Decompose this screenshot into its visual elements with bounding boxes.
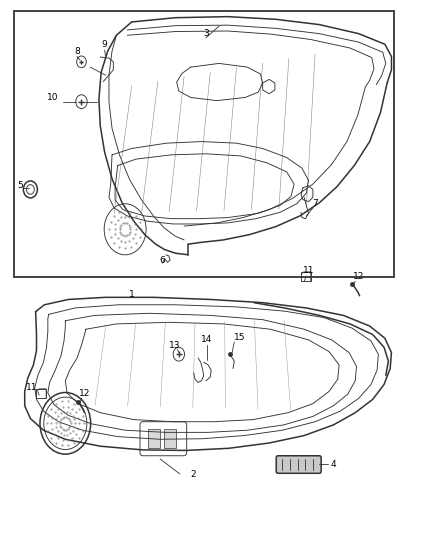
Text: 1: 1	[129, 290, 134, 299]
Text: 10: 10	[46, 93, 58, 102]
Bar	[148, 429, 160, 448]
Text: 12: 12	[79, 389, 90, 398]
Bar	[36, 389, 46, 398]
Text: 6: 6	[159, 256, 165, 265]
Text: 2: 2	[190, 471, 196, 479]
Text: 8: 8	[74, 47, 80, 55]
Text: 14: 14	[201, 335, 212, 344]
Text: 15: 15	[234, 333, 246, 342]
Text: 13: 13	[169, 341, 180, 350]
Bar	[14, 11, 394, 277]
Bar	[301, 272, 311, 281]
Text: 3: 3	[203, 29, 209, 38]
Text: 7: 7	[312, 199, 318, 208]
Text: 11: 11	[26, 383, 38, 392]
Text: 11: 11	[303, 266, 314, 275]
Text: 12: 12	[353, 272, 364, 280]
Bar	[163, 429, 176, 448]
Text: 4: 4	[331, 460, 336, 469]
FancyBboxPatch shape	[276, 456, 321, 473]
Text: 9: 9	[102, 41, 107, 50]
Text: 5: 5	[18, 181, 23, 190]
